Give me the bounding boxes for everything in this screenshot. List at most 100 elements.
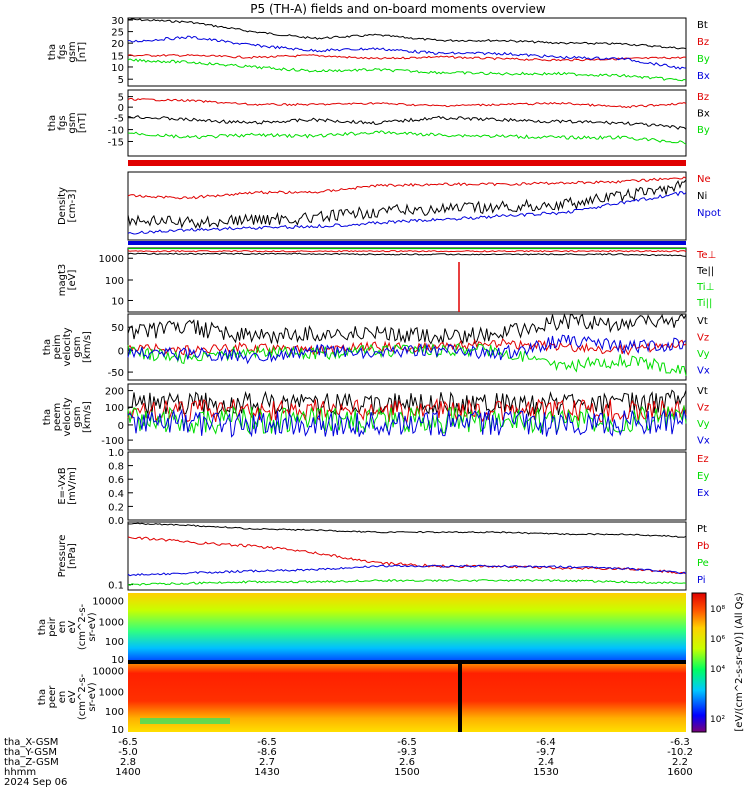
legend-item: Vt [697, 386, 708, 397]
trace-bx2 [127, 115, 687, 130]
y-tick-label: 0.8 [108, 462, 124, 473]
panel-efield: E=-VxB [mV/m] 1.0 0.8 0.6 0.4 0.2 0.0 Ez Ey Ex [57, 448, 709, 527]
hhmm-value: 1400 [115, 767, 140, 778]
panel-ylabel: [cm-3] [67, 189, 78, 222]
legend-item: Ez [697, 454, 709, 465]
y-tick-label: 0 [118, 346, 124, 357]
trace-by [127, 58, 687, 82]
panel-ylabel: tha [47, 115, 58, 131]
legend-item: Vz [697, 333, 709, 344]
y-tick-label: 100 [105, 707, 124, 718]
panel-ylabel: (cm^2-s- [77, 673, 88, 720]
panel-fgs2: tha fgs gsm [nT] 50-5-10-15 Bz Bx By [47, 89, 710, 157]
y-tick-label: 5 [118, 75, 124, 86]
peir-spectrogram [128, 593, 686, 662]
legend-item: By [697, 54, 710, 65]
legend-item: Te⊥ [696, 250, 716, 261]
y-tick-label: 0.4 [108, 489, 124, 500]
panel-ylabel: Pressure [57, 535, 68, 578]
y-tick-label: 0.6 [108, 475, 124, 486]
trace-bz2 [127, 98, 687, 109]
y-tick-label: -15 [108, 137, 124, 148]
panel-ylabel: (cm^2-s- [77, 603, 88, 650]
xaxis-column: -6.4 -9.7 2.4 1530 [533, 737, 558, 778]
y-tick-label: 10 [111, 296, 124, 307]
xaxis-row-label: hhmm [4, 767, 36, 778]
colorbar: 10⁸ 10⁶ 10⁴ 10² [eV/(cm^2-s-sr-eV)] (All… [691, 592, 745, 733]
xaxis-column: -6.5 -5.0 2.8 1400 [115, 737, 140, 778]
trace-bt [127, 18, 687, 50]
legend-item: Vx [697, 436, 710, 447]
xaxis-column: -6.5 -9.3 2.6 1500 [394, 737, 419, 778]
y-tick-label: 0.2 [108, 502, 124, 513]
trace-pt [127, 522, 687, 538]
legend-item: Bx [697, 109, 710, 120]
trace-ni [127, 179, 687, 229]
xaxis-row-label: 2024 Sep 06 [4, 777, 67, 788]
z-gsm-value: 2.7 [259, 757, 275, 768]
trace-vt-ee [127, 389, 687, 418]
legend-item: Ne [697, 174, 711, 185]
xaxis-row-label: tha_Z-GSM [4, 757, 59, 768]
colorbar-scale [691, 592, 707, 733]
panel-ylabel: gsm [67, 41, 78, 62]
legend-item: Ex [697, 488, 709, 499]
x-gsm-value: -6.4 [536, 737, 556, 748]
panel-ylabel: magt3 [57, 264, 68, 297]
colorbar-tick: 10⁴ [710, 665, 725, 675]
legend-item: Ey [697, 471, 709, 482]
y-tick-label: -5 [114, 114, 124, 125]
trace-pi [127, 564, 687, 577]
panel-ylabel: tha [42, 339, 53, 355]
y-tick-label: 0 [118, 103, 124, 114]
legend-item: Bz [697, 92, 709, 103]
panel-peir: tha peir en eV (cm^2-s-sr-eV) 10000 1000 100 10 [37, 596, 133, 666]
panel-ylabel: [nPa] [67, 543, 78, 569]
trace-vx [127, 334, 687, 365]
panel-frame [127, 17, 687, 87]
panel-ylabel: peir [47, 616, 58, 636]
panel-ylabel: gsm [67, 112, 78, 133]
panel-ylabel: fgs [57, 44, 68, 59]
chart-title: P5 (TH-A) fields and on-board moments ov… [250, 2, 546, 16]
legend-item: Vt [697, 316, 708, 327]
y-tick-label: 0 [118, 421, 124, 432]
y-gsm-value: -9.3 [397, 747, 417, 758]
y-tick-label: 0.1 [108, 581, 124, 592]
panel-density: Density [cm-3] Ne Ni Npot [57, 171, 721, 241]
y-tick-label: 30 [111, 16, 124, 27]
trace-te-par [127, 252, 686, 257]
x-gsm-value: -6.5 [397, 737, 417, 748]
legend-item: Ti|| [696, 298, 712, 309]
colorbar-tick: 10² [710, 715, 725, 725]
legend-item: Vy [697, 419, 710, 430]
temp-blue-band [128, 241, 686, 245]
panel-ylabel: peem [52, 403, 63, 431]
y-tick-label: 0.0 [108, 516, 124, 527]
y-tick-label: 50 [111, 323, 124, 334]
trace-vy [127, 342, 687, 376]
legend-item: Pb [697, 541, 709, 552]
y-tick-label: 1.0 [108, 448, 124, 459]
trace-vz-ee [127, 397, 687, 423]
x-axis-table: tha_X-GSM tha_Y-GSM tha_Z-GSM hhmm 2024 … [4, 737, 693, 788]
y-tick-label: 5 [118, 93, 124, 104]
panel-peer: tha peer en eV (cm^2-s-sr-eV) 10000 1000 100 10 [37, 666, 133, 736]
y-gsm-value: -10.2 [667, 747, 693, 758]
z-gsm-value: 2.4 [538, 757, 554, 768]
panel-ylabel: en [57, 691, 68, 704]
y-tick-label: 100 [105, 403, 124, 414]
legend-item: Pe [697, 558, 709, 569]
panel-ylabel: gsm [72, 336, 83, 357]
panel-ylabel: eV [67, 620, 78, 633]
y-tick-label: -50 [108, 368, 124, 379]
panel-ylabel: sr-eV) [87, 682, 98, 711]
y-tick-label: 10 [111, 655, 124, 666]
peer-data-gap [458, 663, 462, 732]
panel-ylabel: E=-VxB [57, 467, 68, 504]
peer-top-band [128, 660, 686, 664]
legend-item: Vz [697, 403, 709, 414]
hhmm-value: 1430 [254, 767, 279, 778]
legend-item: Te|| [696, 266, 714, 277]
